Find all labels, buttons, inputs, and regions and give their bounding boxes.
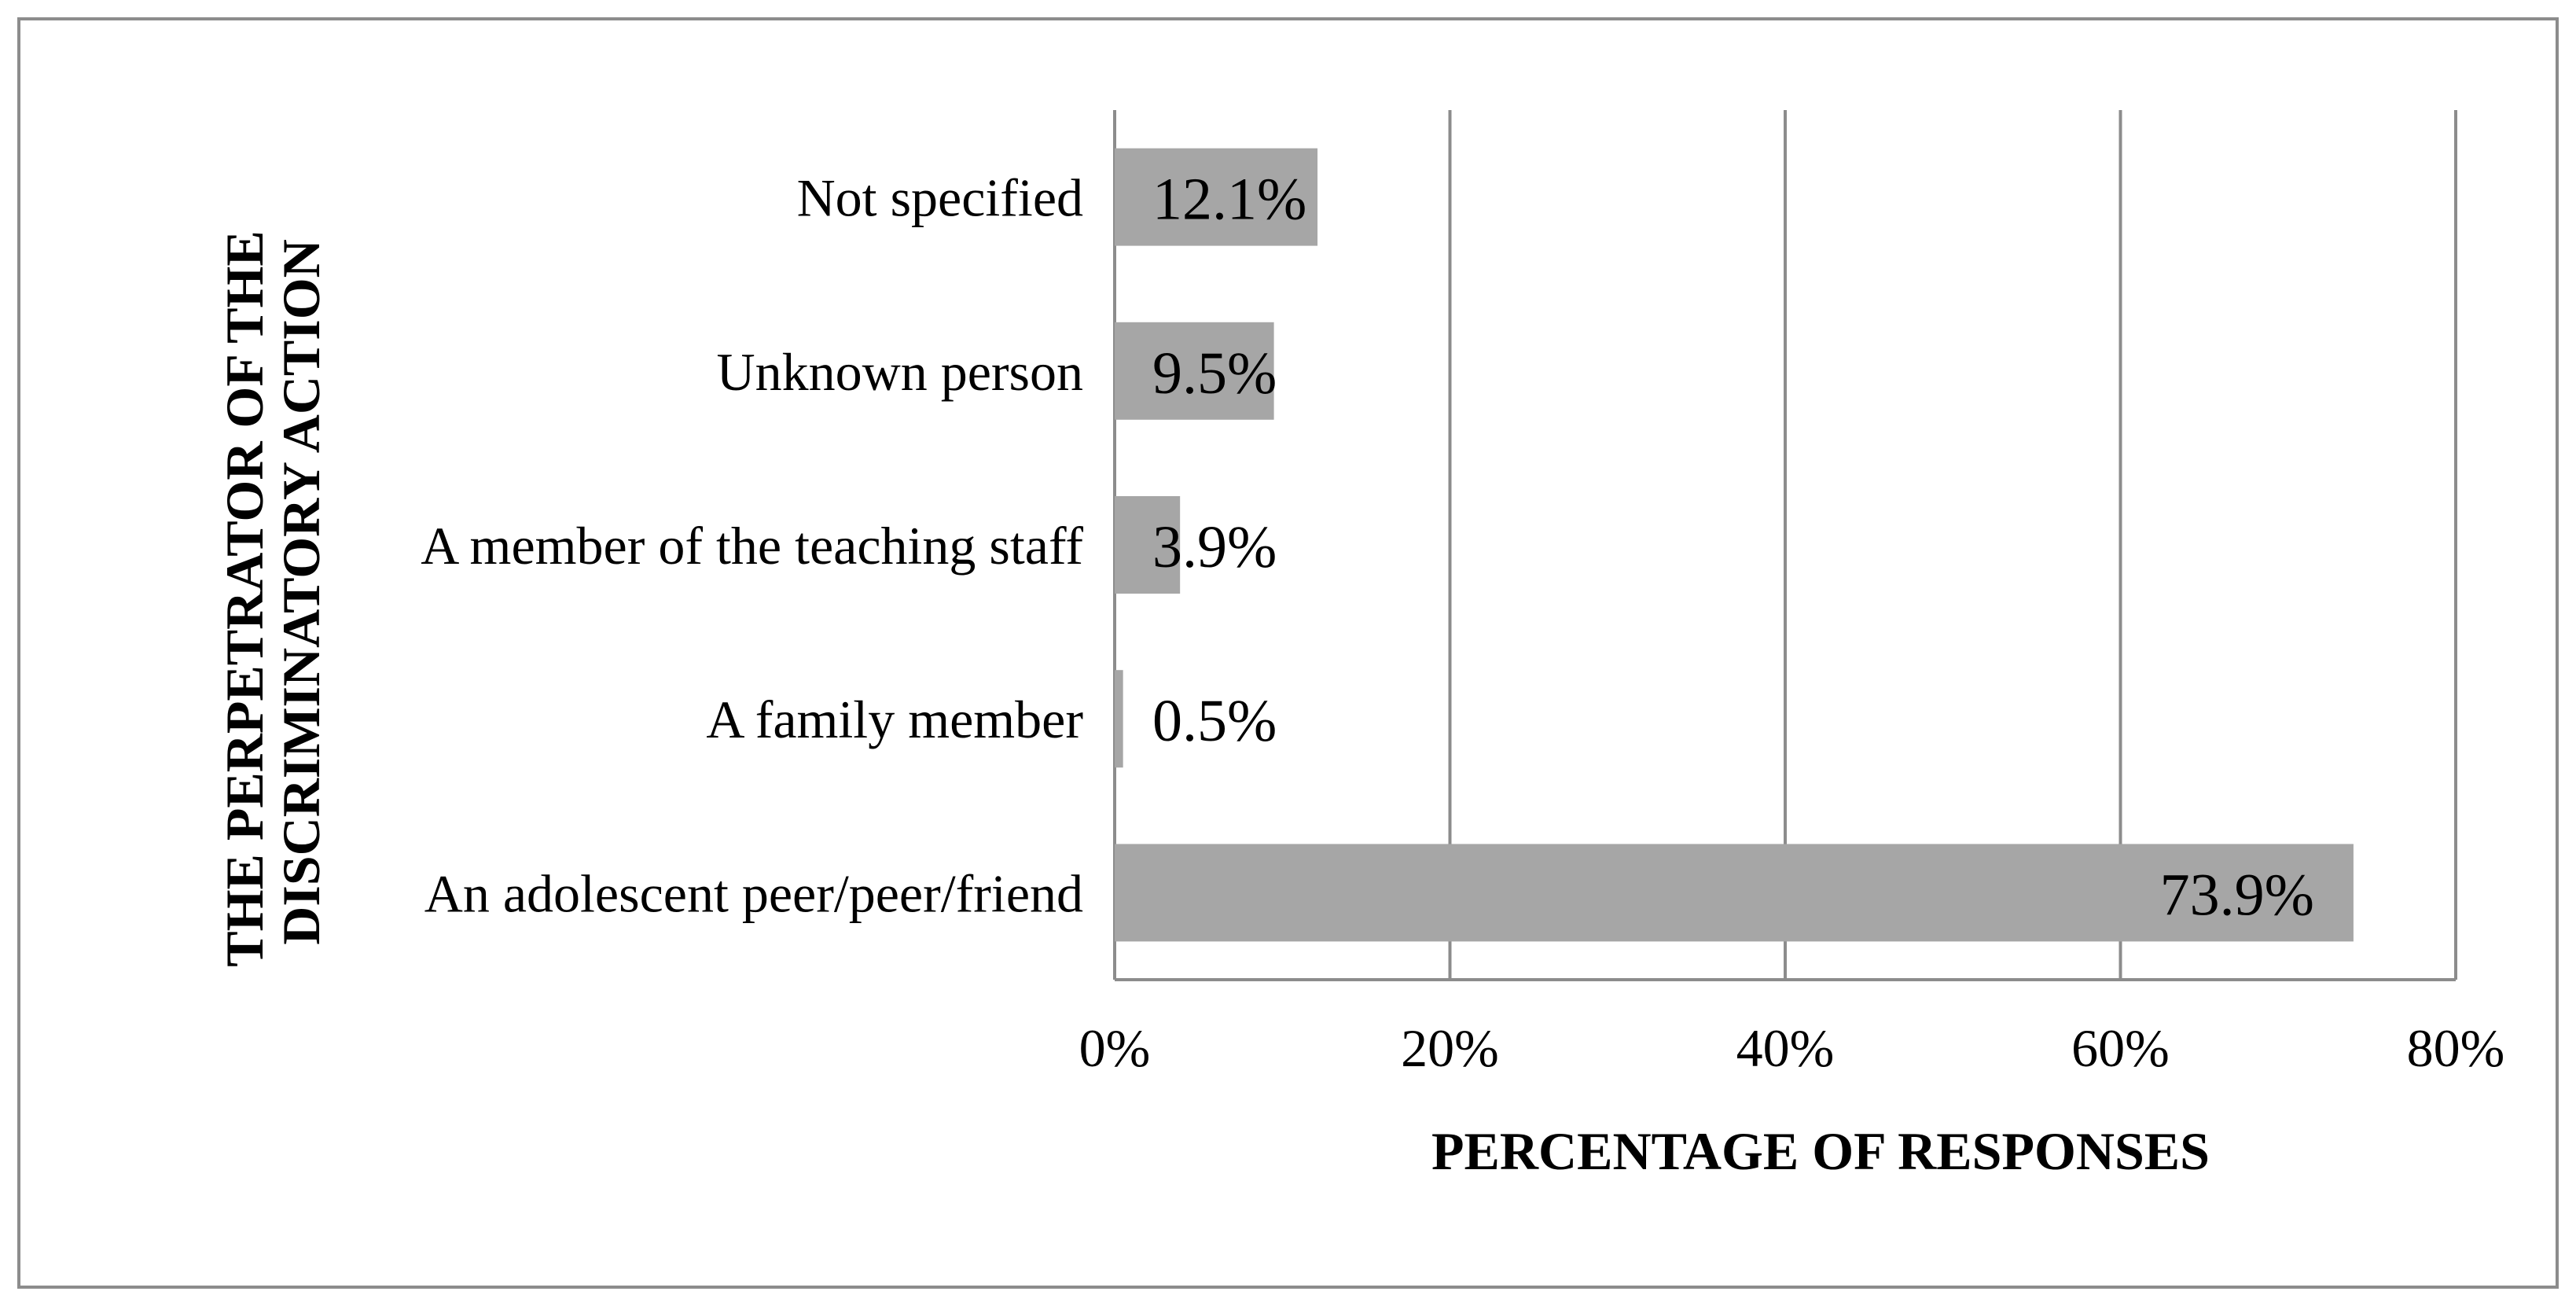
- data-labels: 12.1% 9.5% 3.9% 0.5% 73.9%: [1152, 167, 2314, 929]
- data-label: 0.5%: [1152, 688, 1277, 754]
- bar: [1115, 496, 1181, 594]
- data-label: 12.1%: [1152, 167, 1306, 233]
- data-label: 3.9%: [1152, 514, 1277, 580]
- bar-chart: Not specified Unknown person A member of t…: [215, 110, 2505, 1181]
- x-tick-label: 20%: [1401, 1018, 1499, 1078]
- category-label: An adolescent peer/peer/friend: [424, 863, 1083, 923]
- data-label: 73.9%: [2160, 862, 2314, 928]
- x-tick-label: 80%: [2407, 1018, 2505, 1078]
- chart-frame: Not specified Unknown person A member of t…: [17, 17, 2559, 1289]
- x-tick-label: 60%: [2071, 1018, 2170, 1078]
- bar: [1115, 148, 1318, 246]
- category-label: A family member: [706, 690, 1083, 749]
- gridlines: [1113, 110, 2457, 981]
- bars: [1115, 148, 2354, 942]
- y-axis-title: THE PERPETRATOR OF THE DISCRIMINATORY AC…: [215, 217, 331, 966]
- category-labels: Not specified Unknown person A member of t…: [421, 168, 1083, 924]
- x-tick-labels: 0% 20% 40% 60% 80%: [1079, 1018, 2505, 1078]
- x-tick-label: 0%: [1079, 1018, 1151, 1078]
- bar: [1115, 322, 1274, 420]
- bar: [1115, 670, 1123, 768]
- category-label: A member of the teaching staff: [421, 516, 1083, 576]
- data-label: 9.5%: [1152, 340, 1277, 407]
- x-axis-title: PERCENTAGE OF RESPONSES: [1431, 1121, 2210, 1181]
- bar: [1115, 844, 2354, 942]
- y-axis-title-line-1: THE PERPETRATOR OF THE: [215, 230, 274, 966]
- x-tick-label: 40%: [1736, 1018, 1835, 1078]
- category-label: Not specified: [797, 168, 1083, 228]
- y-axis-title-line-2: DISCRIMINATORY ACTION: [271, 239, 331, 944]
- category-label: Unknown person: [716, 342, 1083, 402]
